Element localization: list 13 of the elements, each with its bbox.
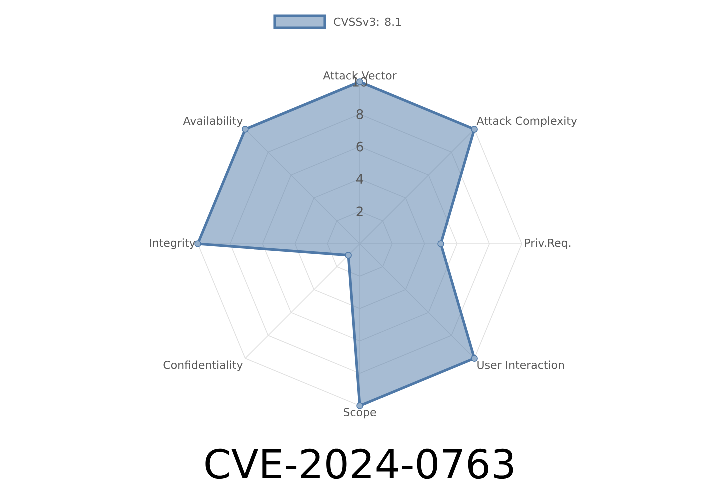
text: CVE-2024-0763 [206,448,514,480]
legend-label: CVSSv3: 8.1 [334,18,402,26]
spoke-label: User Interaction [478,360,564,370]
spoke-label: Priv.Req. [525,238,571,250]
y-tick-label: 2 [356,206,363,216]
spoke-label: Availability [183,116,243,128]
spoke-label: Scope [344,408,376,419]
spoke-label: Integrity [150,238,196,250]
y-tick-label: 6 [356,142,364,152]
y-tick-label: 8 [356,109,364,120]
y-tick-label: 4 [356,174,364,184]
spoke-label: Confidentiality [164,360,243,372]
spoke-label: Attack Complexity [476,116,578,128]
